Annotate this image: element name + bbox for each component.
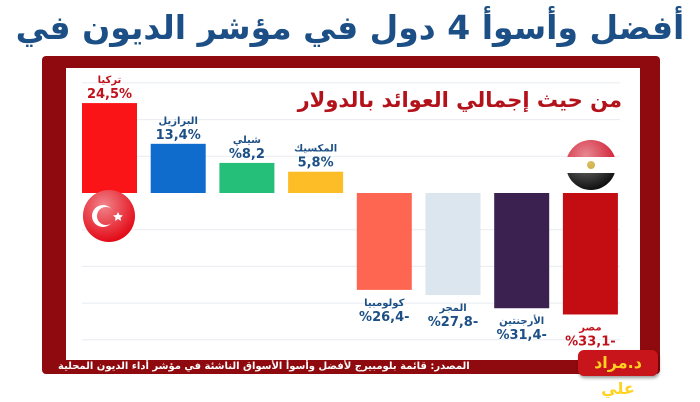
bar	[150, 143, 206, 193]
value-label: %33,1-	[565, 334, 616, 349]
value-label: 24,5%	[87, 87, 132, 102]
category-label: مصر	[578, 322, 601, 333]
category-label: تركيا	[98, 75, 122, 86]
category-label: شيلي	[233, 135, 261, 146]
category-label: كولومبيا	[364, 298, 404, 309]
egypt-flag-icon	[566, 140, 616, 190]
category-label: البرازيل	[159, 116, 198, 127]
value-label: 13,4%	[156, 128, 201, 143]
author-badge: د.مراد علي	[578, 350, 658, 398]
category-label: الأرجنتين	[499, 314, 544, 327]
value-label: 5,8%	[298, 156, 334, 171]
category-label: المجر	[438, 303, 466, 314]
bar	[219, 162, 275, 193]
source-note: المصدر: قائمة بلومبيرج لأفضل وأسوأ الأسو…	[58, 361, 470, 372]
bar	[288, 171, 344, 193]
bar	[82, 103, 137, 193]
turkey-flag-icon	[83, 190, 135, 242]
category-label: المكسيك	[294, 144, 337, 155]
value-label: %26,4-	[359, 310, 410, 325]
value-label: %27,8-	[428, 315, 479, 330]
bar	[494, 193, 550, 309]
value-label: %8,2	[229, 147, 265, 162]
bar	[562, 193, 618, 315]
value-label: %31,4-	[496, 328, 547, 343]
bar	[356, 193, 412, 290]
bar	[425, 193, 481, 296]
chart-subtitle: من حيث إجمالي العوائد بالدولار	[297, 88, 622, 112]
